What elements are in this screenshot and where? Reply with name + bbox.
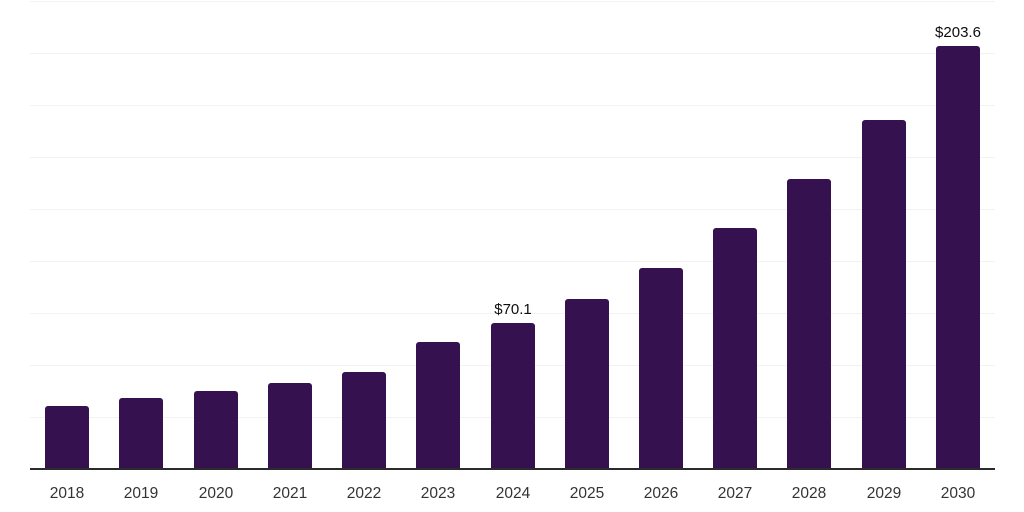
bar-2029 bbox=[862, 120, 906, 469]
bar-2027 bbox=[713, 228, 757, 469]
x-axis-line bbox=[30, 468, 995, 470]
x-tick-label-2019: 2019 bbox=[123, 485, 159, 502]
x-tick-label-2018: 2018 bbox=[49, 485, 85, 502]
bar-2020 bbox=[194, 391, 238, 469]
x-tick-label-2027: 2027 bbox=[717, 485, 753, 502]
gridline bbox=[30, 53, 995, 54]
x-tick-label-2023: 2023 bbox=[420, 485, 456, 502]
x-tick-label-2029: 2029 bbox=[866, 485, 902, 502]
bar-2021 bbox=[268, 383, 312, 469]
value-label-2030: $203.6 bbox=[935, 24, 981, 41]
gridline bbox=[30, 261, 995, 262]
x-tick-label-2021: 2021 bbox=[272, 485, 308, 502]
x-tick-label-2025: 2025 bbox=[569, 485, 605, 502]
x-tick-label-2030: 2030 bbox=[940, 485, 976, 502]
x-tick-label-2024: 2024 bbox=[495, 485, 531, 502]
bar-2028 bbox=[787, 179, 831, 469]
bar-2018 bbox=[45, 406, 89, 469]
x-tick-label-2020: 2020 bbox=[198, 485, 234, 502]
x-tick-label-2026: 2026 bbox=[643, 485, 679, 502]
bar-2030 bbox=[936, 46, 980, 469]
gridline bbox=[30, 157, 995, 158]
value-label-2024: $70.1 bbox=[494, 301, 532, 318]
bar-2019 bbox=[119, 398, 163, 469]
bar-2026 bbox=[639, 268, 683, 469]
bar-2024 bbox=[491, 323, 535, 469]
bar-2022 bbox=[342, 372, 386, 469]
x-tick-label-2028: 2028 bbox=[791, 485, 827, 502]
gridline bbox=[30, 105, 995, 106]
gridline bbox=[30, 209, 995, 210]
gridline bbox=[30, 1, 995, 2]
bar-2023 bbox=[416, 342, 460, 469]
bar-2025 bbox=[565, 299, 609, 469]
x-tick-label-2022: 2022 bbox=[346, 485, 382, 502]
